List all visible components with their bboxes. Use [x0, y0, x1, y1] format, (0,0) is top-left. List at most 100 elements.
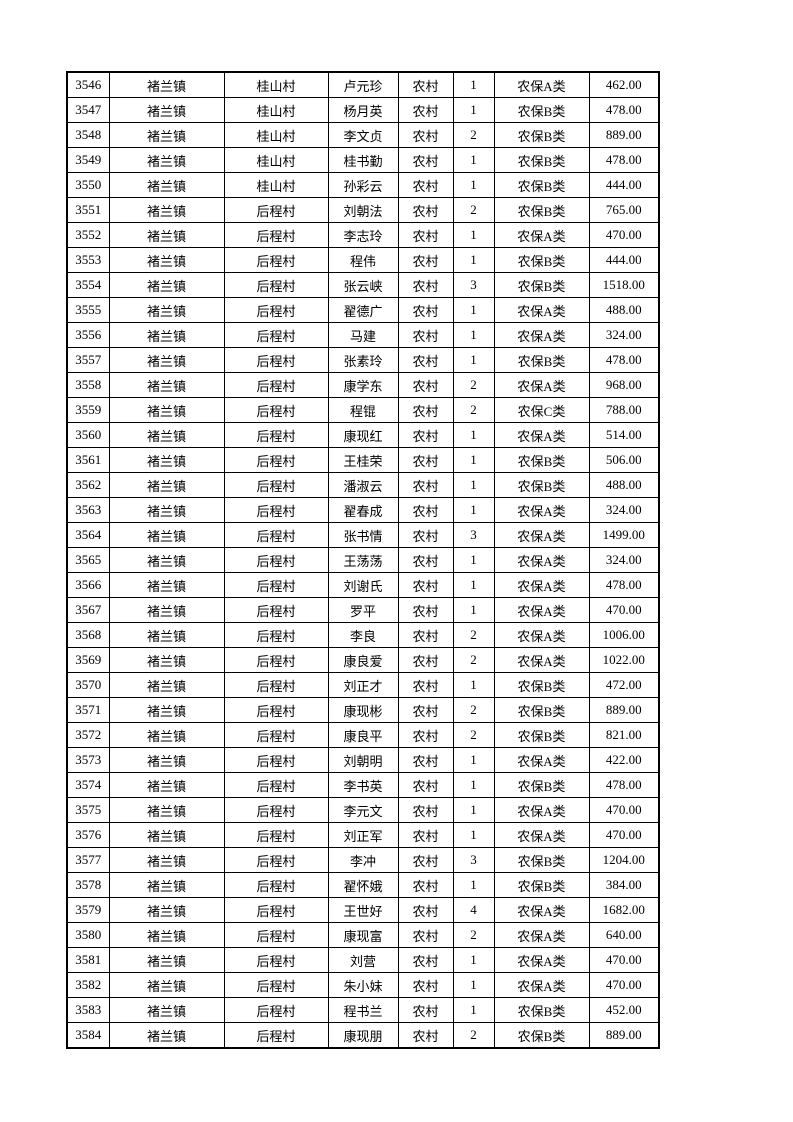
cell-name: 程锟	[327, 397, 399, 423]
cell-row-number: 3577	[66, 847, 110, 873]
cell-village: 桂山村	[223, 71, 329, 98]
cell-resident-type: 农村	[397, 322, 454, 348]
table-body: 3546 褚兰镇 桂山村 卢元珍 农村 1 农保A类 462.00 3547 褚兰镇 桂山村 杨月英农…	[66, 71, 660, 1049]
cell-amount: 452.00	[588, 997, 660, 1023]
cell-insurance-category: 农保A类	[493, 922, 590, 948]
table-row: 3577 褚兰镇 后程村 李冲 农村 3 农保B类 1204.00	[66, 847, 660, 873]
cell-row-number: 3546	[66, 71, 110, 98]
cell-name: 刘正军	[327, 822, 399, 848]
cell-amount: 488.00	[588, 472, 660, 498]
cell-village: 后程村	[223, 997, 329, 1023]
cell-name: 康现彬	[327, 697, 399, 723]
cell-town: 褚兰镇	[108, 997, 225, 1023]
cell-resident-type: 农村	[397, 422, 454, 448]
cell-amount: 470.00	[588, 222, 660, 248]
cell-insurance-category: 农保B类	[493, 1022, 590, 1049]
cell-name: 张书情	[327, 522, 399, 548]
table-row: 3564 褚兰镇 后程村 张书情 农村 3 农保A类 1499.00	[66, 522, 660, 548]
cell-person-count: 1	[452, 572, 495, 598]
cell-amount: 889.00	[588, 122, 660, 148]
cell-amount: 478.00	[588, 772, 660, 798]
cell-row-number: 3563	[66, 497, 110, 523]
cell-person-count: 1	[452, 747, 495, 773]
cell-resident-type: 农村	[397, 71, 454, 98]
cell-row-number: 3568	[66, 622, 110, 648]
cell-person-count: 1	[452, 672, 495, 698]
cell-insurance-category: 农保A类	[493, 497, 590, 523]
cell-resident-type: 农村	[397, 497, 454, 523]
cell-amount: 470.00	[588, 822, 660, 848]
cell-insurance-category: 农保B类	[493, 997, 590, 1023]
cell-town: 褚兰镇	[108, 772, 225, 798]
cell-village: 后程村	[223, 647, 329, 673]
cell-insurance-category: 农保A类	[493, 747, 590, 773]
cell-town: 褚兰镇	[108, 647, 225, 673]
cell-town: 褚兰镇	[108, 297, 225, 323]
cell-amount: 462.00	[588, 71, 660, 98]
cell-resident-type: 农村	[397, 172, 454, 198]
cell-village: 后程村	[223, 922, 329, 948]
cell-town: 褚兰镇	[108, 747, 225, 773]
cell-insurance-category: 农保B类	[493, 347, 590, 373]
cell-resident-type: 农村	[397, 522, 454, 548]
cell-village: 桂山村	[223, 97, 329, 123]
cell-resident-type: 农村	[397, 272, 454, 298]
cell-resident-type: 农村	[397, 247, 454, 273]
cell-row-number: 3575	[66, 797, 110, 823]
cell-name: 李元文	[327, 797, 399, 823]
cell-insurance-category: 农保A类	[493, 372, 590, 398]
cell-name: 杨月英	[327, 97, 399, 123]
cell-person-count: 1	[452, 247, 495, 273]
table-row: 3558 褚兰镇 后程村 康学东 农村 2 农保A类 968.00	[66, 372, 660, 398]
cell-row-number: 3574	[66, 772, 110, 798]
cell-insurance-category: 农保A类	[493, 897, 590, 923]
benefits-table: 3546 褚兰镇 桂山村 卢元珍 农村 1 农保A类 462.00 3547 褚兰镇 桂山村 杨月英农…	[66, 71, 660, 1049]
cell-town: 褚兰镇	[108, 847, 225, 873]
cell-insurance-category: 农保B类	[493, 197, 590, 223]
cell-amount: 324.00	[588, 547, 660, 573]
table-row: 3549 褚兰镇 桂山村 桂书勤 农村 1 农保B类 478.00	[66, 147, 660, 173]
cell-insurance-category: 农保A类	[493, 597, 590, 623]
cell-name: 康现红	[327, 422, 399, 448]
cell-resident-type: 农村	[397, 947, 454, 973]
cell-name: 王世好	[327, 897, 399, 923]
cell-town: 褚兰镇	[108, 672, 225, 698]
cell-amount: 1518.00	[588, 272, 660, 298]
cell-insurance-category: 农保B类	[493, 147, 590, 173]
cell-resident-type: 农村	[397, 797, 454, 823]
cell-person-count: 1	[452, 772, 495, 798]
cell-town: 褚兰镇	[108, 947, 225, 973]
cell-name: 罗平	[327, 597, 399, 623]
cell-person-count: 3	[452, 522, 495, 548]
cell-row-number: 3564	[66, 522, 110, 548]
cell-town: 褚兰镇	[108, 697, 225, 723]
cell-insurance-category: 农保A类	[493, 71, 590, 98]
cell-amount: 472.00	[588, 672, 660, 698]
cell-village: 后程村	[223, 797, 329, 823]
cell-name: 李书英	[327, 772, 399, 798]
table-row: 3565 褚兰镇 后程村 王荡荡 农村 1 农保A类 324.00	[66, 547, 660, 573]
cell-town: 褚兰镇	[108, 197, 225, 223]
cell-name: 康现朋	[327, 1022, 399, 1049]
table-row: 3581 褚兰镇 后程村 刘营 农村 1 农保A类 470.00	[66, 947, 660, 973]
table-row: 3556 褚兰镇 后程村 马建 农村 1 农保A类 324.00	[66, 322, 660, 348]
cell-village: 后程村	[223, 672, 329, 698]
cell-resident-type: 农村	[397, 147, 454, 173]
table-row: 3582 褚兰镇 后程村 朱小妹 农村 1 农保A类 470.00	[66, 972, 660, 998]
cell-person-count: 3	[452, 847, 495, 873]
cell-village: 后程村	[223, 422, 329, 448]
cell-person-count: 2	[452, 397, 495, 423]
cell-town: 褚兰镇	[108, 572, 225, 598]
cell-resident-type: 农村	[397, 772, 454, 798]
cell-village: 后程村	[223, 197, 329, 223]
cell-town: 褚兰镇	[108, 247, 225, 273]
cell-row-number: 3573	[66, 747, 110, 773]
cell-amount: 821.00	[588, 722, 660, 748]
cell-person-count: 2	[452, 647, 495, 673]
cell-town: 褚兰镇	[108, 897, 225, 923]
cell-name: 康良平	[327, 722, 399, 748]
cell-name: 卢元珍	[327, 71, 399, 98]
cell-name: 李冲	[327, 847, 399, 873]
cell-name: 康现富	[327, 922, 399, 948]
cell-insurance-category: 农保B类	[493, 772, 590, 798]
